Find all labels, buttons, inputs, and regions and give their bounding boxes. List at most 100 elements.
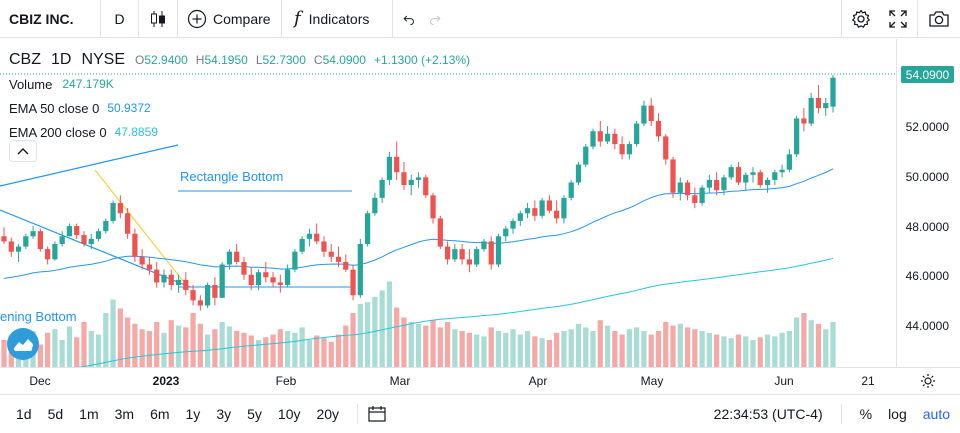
price-chart[interactable] <box>0 39 960 367</box>
drawings-layer <box>0 144 352 288</box>
candle-body <box>423 177 429 196</box>
range-1d[interactable]: 1d <box>16 406 32 422</box>
indicators-label: Indicators <box>308 10 370 27</box>
candle-body <box>735 167 742 183</box>
percent-toggle[interactable]: % <box>859 406 873 422</box>
volume-bar <box>503 332 509 367</box>
range-5d[interactable]: 5d <box>47 406 64 422</box>
auto-toggle[interactable]: auto <box>922 406 950 422</box>
range-20y[interactable]: 20y <box>316 406 340 422</box>
price-tick: 50.0000 <box>905 170 949 184</box>
range-5y[interactable]: 5y <box>247 406 262 422</box>
volume-bar <box>146 331 153 367</box>
legend-collapse-button[interactable] <box>9 140 37 162</box>
indicators-button[interactable]: f Indicators <box>282 0 393 38</box>
volume-bar <box>597 320 603 367</box>
time-tick: May <box>640 374 664 388</box>
undo-icon[interactable] <box>403 11 415 27</box>
volume-bar <box>655 331 662 367</box>
range-3y[interactable]: 3y <box>216 406 232 422</box>
candle-body <box>466 259 473 265</box>
rectangle-bottom-label[interactable]: Rectangle Bottom <box>180 169 284 184</box>
candle-body <box>510 220 516 229</box>
time-axis[interactable]: Dec 2023 Feb Mar Apr May Jun 21 <box>0 367 960 394</box>
fullscreen-icon <box>889 9 907 28</box>
price-tick: 46.0000 <box>905 269 949 283</box>
volume-bar <box>401 317 407 367</box>
settings-button[interactable] <box>841 0 879 38</box>
volume-bar <box>583 327 589 367</box>
candle-body <box>495 236 502 265</box>
snapshot-button[interactable] <box>917 0 960 38</box>
candle-body <box>612 133 618 145</box>
candle-body <box>8 241 14 252</box>
volume-bar <box>248 335 254 367</box>
candle-body <box>554 210 560 219</box>
tradingview-logo[interactable] <box>7 328 39 360</box>
interval-button[interactable]: D <box>101 0 139 38</box>
candle-body <box>452 249 458 260</box>
range-1y[interactable]: 1y <box>185 406 201 422</box>
volume-bar <box>66 326 73 367</box>
legend-volume-row[interactable]: Volume 247.179K <box>9 72 470 96</box>
candle-body <box>125 213 131 234</box>
volume-bar <box>175 325 182 367</box>
range-3m[interactable]: 3m <box>114 406 135 422</box>
fullscreen-button[interactable] <box>879 0 917 38</box>
candle-body <box>830 77 836 107</box>
clock-time[interactable]: 22:34:53 (UTC-4) <box>713 406 823 422</box>
candle-body <box>1 236 7 242</box>
legend-interval: 1D <box>51 51 72 68</box>
candle-body <box>670 159 676 193</box>
chart-type-button[interactable] <box>139 0 178 38</box>
volume-bar <box>204 334 211 367</box>
volume-bar <box>699 331 705 367</box>
volume-bar <box>714 334 720 367</box>
chevron-up-icon <box>17 148 29 155</box>
legend-ema200-row[interactable]: EMA 200 close 0 47.8859 <box>9 120 470 144</box>
volume-bar <box>364 302 371 367</box>
volume-bar <box>423 325 429 367</box>
calendar-icon[interactable] <box>368 406 386 422</box>
volume-bar <box>234 331 240 367</box>
volume-bar <box>161 332 167 367</box>
candle-body <box>808 97 814 124</box>
candle-body <box>524 208 531 214</box>
volume-bar <box>386 281 393 367</box>
volume-bar <box>466 332 473 367</box>
candle-body <box>728 167 734 178</box>
candle-body <box>314 233 320 242</box>
candle-body <box>794 118 800 155</box>
candle-body <box>575 164 582 183</box>
symbol-search[interactable]: CBIZ INC. <box>0 0 101 38</box>
range-10y[interactable]: 10y <box>277 406 301 422</box>
candle-body <box>226 251 233 265</box>
candle-body <box>15 246 22 252</box>
range-6m[interactable]: 6m <box>150 406 170 422</box>
range-1m[interactable]: 1m <box>79 406 99 422</box>
candle-body <box>648 105 654 121</box>
redo-icon[interactable] <box>429 11 441 27</box>
volume-bar <box>546 340 553 367</box>
volume-bar <box>270 334 276 367</box>
log-toggle[interactable]: log <box>888 406 907 422</box>
volume-bar <box>139 329 145 367</box>
legend-ema50-row[interactable]: EMA 50 close 0 50.9372 <box>9 96 470 120</box>
timezone-settings-icon[interactable] <box>920 373 936 389</box>
candle-body <box>335 256 342 262</box>
volume-bar <box>277 329 283 367</box>
time-tick: Mar <box>389 374 411 388</box>
volume-bar <box>532 336 538 367</box>
compare-button[interactable]: Compare <box>178 0 282 38</box>
candle-body <box>786 154 792 170</box>
volume-bar <box>74 337 80 367</box>
candle-body <box>190 290 196 301</box>
volume-bar <box>706 332 712 367</box>
candle-body <box>444 246 451 260</box>
volume-bar <box>125 317 131 367</box>
volume-bar <box>1 340 7 367</box>
volume-bar <box>604 325 611 367</box>
symbol-name: CBIZ INC. <box>9 10 74 27</box>
opening-bottom-label[interactable]: ening Bottom <box>0 309 77 324</box>
candle-body <box>299 238 305 252</box>
